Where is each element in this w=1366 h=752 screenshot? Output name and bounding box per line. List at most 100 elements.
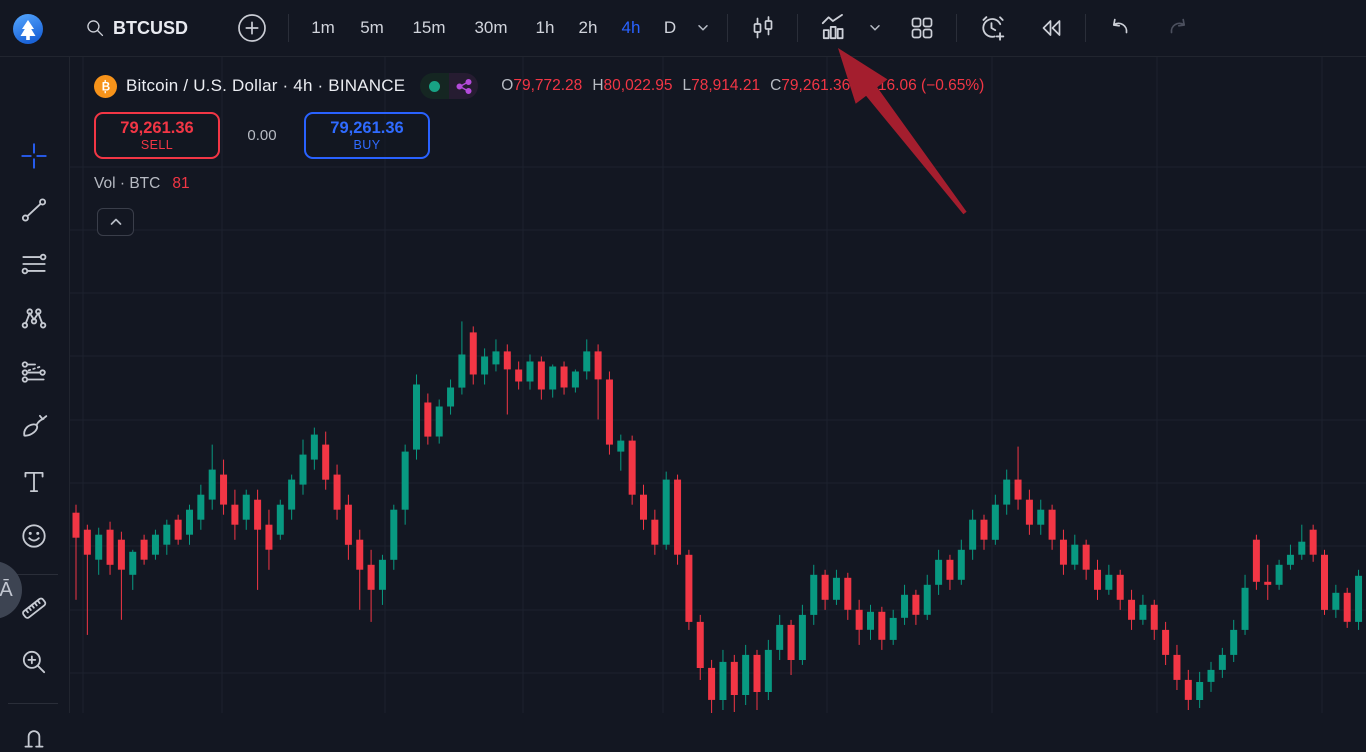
bar-replay-button[interactable]	[1032, 10, 1072, 46]
low-value: L78,914.21	[682, 77, 761, 94]
search-icon	[87, 20, 104, 37]
grid-layer	[70, 57, 1366, 713]
timeframe-1d[interactable]: D	[663, 18, 677, 37]
change-value: −516.06 (−0.65%)	[860, 77, 985, 94]
candlestick-style-icon	[753, 16, 773, 39]
layout-grid-icon	[911, 17, 933, 39]
tool-xabcd-pattern[interactable]	[19, 303, 49, 333]
chart-legend: B Bitcoin / U.S. Dollar · 4h · BINANCE O…	[94, 73, 984, 99]
share-network-icon	[456, 78, 472, 94]
create-alert-button[interactable]	[970, 10, 1014, 46]
market-status-half	[420, 73, 450, 99]
undo-icon	[1112, 18, 1128, 34]
layout-grid-button[interactable]	[903, 10, 941, 46]
symbol-search-button[interactable]: BTCUSD	[84, 10, 216, 46]
buy-button[interactable]: 79,261.36 BUY	[304, 112, 430, 159]
badge-letter: Ā	[0, 578, 13, 601]
volume-legend[interactable]: Vol · BTC 81	[94, 175, 190, 193]
timeframe-2h[interactable]: 2h	[578, 18, 598, 37]
drawing-toolbar: Ā	[0, 57, 70, 748]
share-half	[449, 73, 479, 99]
svg-text:B: B	[102, 80, 110, 93]
toolbar-separator	[1085, 14, 1086, 42]
timeframe-5m[interactable]: 5m	[360, 18, 384, 37]
ohlc-values: O79,772.28 H80,022.95 L78,914.21 C79,261…	[501, 77, 984, 95]
tool-text[interactable]	[19, 467, 49, 497]
ruler-icon	[22, 597, 47, 619]
tool-crosshair[interactable]	[19, 141, 49, 171]
plus-circle-icon	[238, 14, 266, 42]
toolbar-separator	[956, 14, 957, 42]
chevron-down-icon	[698, 25, 708, 31]
forecast-icon	[21, 361, 46, 383]
crosshair-icon	[21, 143, 47, 169]
timeframe-30m[interactable]: 30m	[474, 18, 508, 37]
tool-forecast[interactable]	[19, 357, 49, 387]
high-value: H80,022.95	[592, 77, 673, 94]
tool-emoji[interactable]	[19, 521, 49, 551]
open-value: O79,772.28	[501, 77, 583, 94]
trade-buttons: 79,261.36 SELL 0.00 79,261.36 BUY	[94, 112, 430, 159]
bitcoin-icon: B	[94, 74, 117, 98]
tradingview-logo[interactable]	[6, 7, 50, 51]
xabcd-pattern-icon	[21, 308, 47, 329]
symbol-title[interactable]: Bitcoin / U.S. Dollar · 4h · BINANCE	[126, 76, 406, 95]
redo-icon	[1170, 18, 1186, 34]
buy-label: BUY	[353, 137, 381, 152]
market-status-pill[interactable]	[420, 73, 479, 99]
toolbar-separator	[727, 14, 728, 42]
trend-line-icon	[21, 198, 47, 222]
top-toolbar: BTCUSD 1m 5m 15m 30m 1h 2h 4h D	[0, 0, 1366, 57]
replay-icon	[1042, 20, 1061, 36]
collapse-legend-button[interactable]	[97, 208, 134, 236]
fib-retracement-icon	[21, 253, 47, 275]
redo-button[interactable]	[1158, 10, 1198, 46]
magnet-icon	[24, 730, 44, 748]
chevron-up-icon	[110, 218, 121, 225]
chevron-down-icon	[870, 25, 880, 31]
tool-magnet[interactable]	[19, 722, 49, 752]
timeframe-4h-active[interactable]: 4h	[621, 18, 641, 37]
sell-price: 79,261.36	[120, 118, 194, 137]
tool-ruler[interactable]	[19, 593, 49, 623]
spread-value: 0.00	[247, 127, 277, 144]
close-value: C79,261.36	[770, 77, 851, 94]
volume-label: Vol · BTC	[94, 175, 161, 192]
sell-label: SELL	[140, 137, 174, 152]
undo-button[interactable]	[1100, 10, 1140, 46]
chart-style-button[interactable]	[744, 10, 782, 46]
sidebar-separator	[8, 574, 58, 575]
brush-icon	[23, 414, 48, 437]
floating-badge[interactable]: Ā	[0, 561, 22, 619]
sidebar-separator	[8, 703, 58, 704]
candlestick-chart[interactable]	[70, 57, 1366, 713]
annotation-layer	[838, 48, 967, 215]
indicators-icon	[821, 14, 844, 40]
tool-fib-retracement[interactable]	[19, 249, 49, 279]
alert-plus-icon	[982, 16, 1005, 41]
chart-pane[interactable]: B Bitcoin / U.S. Dollar · 4h · BINANCE O…	[70, 57, 1366, 713]
indicators-button[interactable]	[812, 10, 856, 46]
market-open-dot-icon	[429, 80, 441, 92]
sell-button[interactable]: 79,261.36 SELL	[94, 112, 220, 159]
timeframe-15m[interactable]: 15m	[412, 18, 446, 37]
timeframe-1h[interactable]: 1h	[535, 18, 555, 37]
logo-icon	[13, 14, 43, 44]
toolbar-separator	[288, 14, 289, 42]
text-icon	[24, 471, 44, 493]
timeframe-1m[interactable]: 1m	[311, 18, 335, 37]
zoom-in-icon	[22, 650, 46, 674]
add-symbol-button[interactable]	[234, 10, 270, 46]
timeframe-dropdown-button[interactable]	[688, 10, 718, 46]
volume-value: 81	[172, 175, 190, 192]
emoji-icon	[22, 524, 46, 548]
tool-brush[interactable]	[19, 411, 49, 441]
indicators-dropdown-button[interactable]	[860, 10, 890, 46]
buy-price: 79,261.36	[330, 118, 404, 137]
tool-trend-line[interactable]	[19, 195, 49, 225]
symbol-label: BTCUSD	[113, 17, 188, 38]
red-arrow-annotation[interactable]	[838, 48, 967, 215]
tool-zoom-in[interactable]	[19, 647, 49, 677]
toolbar-separator	[797, 14, 798, 42]
